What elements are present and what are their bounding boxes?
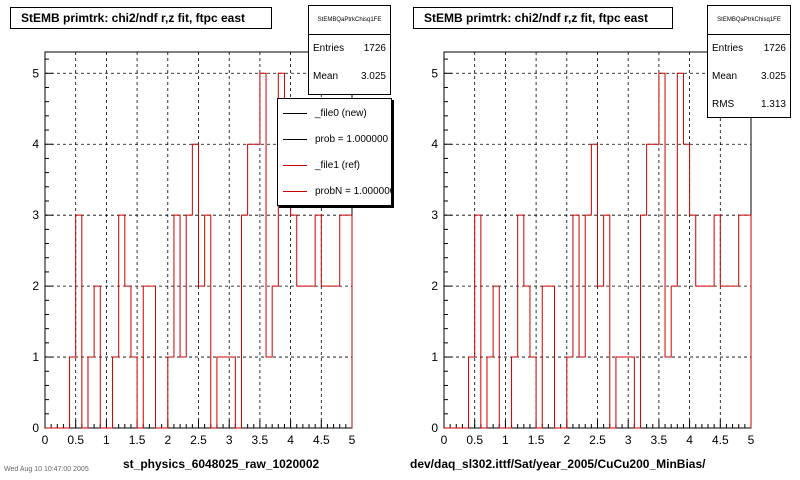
x-tick-label: 0 xyxy=(441,433,448,447)
legend-line-swatch xyxy=(283,190,307,192)
stats-row-entries-left: Entries 1726 xyxy=(309,35,390,63)
x-tick-label: 0.5 xyxy=(67,433,84,447)
legend-label: _file1 (ref) xyxy=(315,159,361,171)
x-tick-label: 0.5 xyxy=(466,433,483,447)
stats-value: 3.025 xyxy=(360,71,386,82)
stats-row-rms-right: RMS 1.313 xyxy=(708,91,790,119)
chart-title-left: StEMB primtrk: chi2/ndf r,z fit, ftpc ea… xyxy=(10,7,272,29)
chart-title-right: StEMB primtrk: chi2/ndf r,z fit, ftpc ea… xyxy=(413,7,673,29)
y-tick-label: 5 xyxy=(431,66,438,80)
stats-label: RMS xyxy=(712,99,735,110)
stats-value: 1726 xyxy=(363,43,386,54)
stats-label: Entries xyxy=(313,43,345,54)
stats-value: 1726 xyxy=(763,43,786,54)
stats-label: Entries xyxy=(712,43,744,54)
legend-entry-prob: prob = 1.000000 xyxy=(278,127,391,151)
y-tick-label: 0 xyxy=(431,421,438,435)
legend-label: prob = 1.000000 xyxy=(315,133,389,145)
timestamp: Wed Aug 10 10:47:00 2005 xyxy=(4,466,89,473)
x-tick-label: 5 xyxy=(748,433,755,447)
legend-label: probN = 1.000000 xyxy=(315,185,392,197)
stats-name-left: StEMBQaPtrkChisq1FE xyxy=(309,6,390,35)
x-tick-label: 3.5 xyxy=(651,433,668,447)
y-tick-label: 3 xyxy=(32,208,39,222)
y-tick-label: 1 xyxy=(32,350,39,364)
legend-label: _file0 (new) xyxy=(315,107,367,119)
y-tick-label: 2 xyxy=(32,279,39,293)
y-tick-label: 1 xyxy=(431,350,438,364)
histogram-panel-right: 0 0.5 1 1.5 2 2.5 3 3.5 4 4.5 5 0 1 2 3 4 5 xyxy=(431,51,755,447)
x-tick-label: 1 xyxy=(502,433,509,447)
x-tick-label: 2 xyxy=(164,433,171,447)
stats-label: Mean xyxy=(712,71,738,82)
stats-value: 1.313 xyxy=(760,99,786,110)
stats-value: 3.025 xyxy=(760,71,786,82)
legend-line-swatch xyxy=(283,112,307,114)
x-tick-label: 5 xyxy=(349,433,356,447)
legend-entry-ref: _file1 (ref) xyxy=(278,153,391,177)
x-tick-label: 4.5 xyxy=(712,433,729,447)
histogram-series-ref xyxy=(45,72,353,429)
x-tick-label: 3 xyxy=(625,433,632,447)
x-tick-label: 2 xyxy=(563,433,570,447)
x-tick-label: 1 xyxy=(103,433,110,447)
x-tick-label: 4 xyxy=(686,433,693,447)
legend-entry-probn: probN = 1.000000 xyxy=(278,179,392,203)
stats-row-mean-left: Mean 3.025 xyxy=(309,63,390,91)
legend-line-swatch xyxy=(283,138,307,140)
stats-row-entries-right: Entries 1726 xyxy=(708,35,790,63)
x-tick-label: 4 xyxy=(287,433,294,447)
histogram-series-ref xyxy=(444,72,752,429)
stats-label: Mean xyxy=(313,71,339,82)
x-tick-label: 1.5 xyxy=(129,433,146,447)
y-tick-label: 4 xyxy=(431,137,438,151)
y-tick-label: 5 xyxy=(32,66,39,80)
x-axis-label-right: dev/daq_sl302.ittf/Sat/year_2005/CuCu200… xyxy=(410,457,706,471)
x-tick-label: 2.5 xyxy=(190,433,207,447)
stats-box-right: StEMBQaPtrkChisq1FE Entries 1726 Mean 3.… xyxy=(707,5,791,118)
x-tick-label: 3 xyxy=(226,433,233,447)
y-tick-label: 2 xyxy=(431,279,438,293)
x-tick-label: 4.5 xyxy=(313,433,330,447)
x-tick-label: 2.5 xyxy=(589,433,606,447)
x-axis-label-left: st_physics_6048025_raw_1020002 xyxy=(123,457,320,471)
stats-row-mean-right: Mean 3.025 xyxy=(708,63,790,91)
x-tick-label: 3.5 xyxy=(252,433,269,447)
y-tick-label: 4 xyxy=(32,137,39,151)
legend-line-swatch xyxy=(283,164,307,166)
x-tick-label: 1.5 xyxy=(528,433,545,447)
stats-name-right: StEMBQaPtrkChisq1FE xyxy=(708,6,790,35)
y-tick-label: 3 xyxy=(431,208,438,222)
x-tick-label: 0 xyxy=(42,433,49,447)
legend-entry-new: _file0 (new) xyxy=(278,101,391,125)
stats-box-left: StEMBQaPtrkChisq1FE Entries 1726 Mean 3.… xyxy=(308,5,391,95)
legend: _file0 (new) prob = 1.000000 _file1 (ref… xyxy=(277,98,392,206)
y-tick-label: 0 xyxy=(32,421,39,435)
